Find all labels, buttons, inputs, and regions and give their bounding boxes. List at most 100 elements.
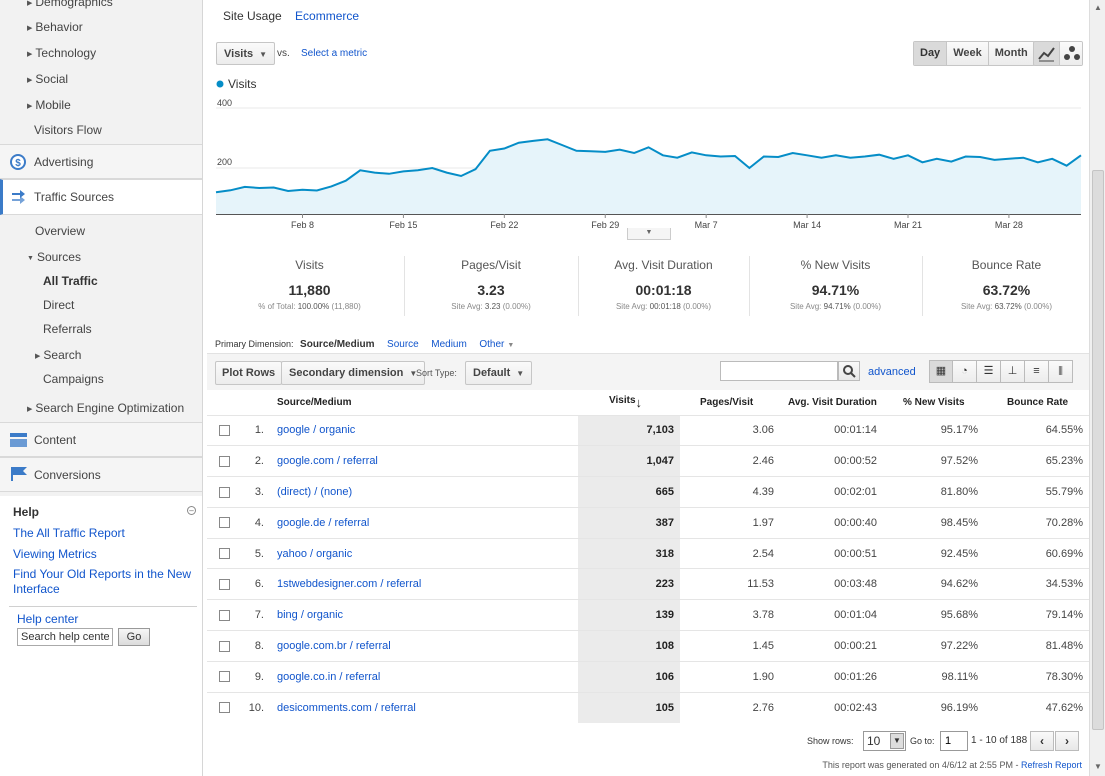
sidebar-item-social[interactable]: ▶ Social: [27, 72, 69, 86]
row-checkbox[interactable]: [219, 548, 230, 560]
source-medium-link[interactable]: bing / organic: [277, 609, 344, 622]
sidebar-item-direct[interactable]: Direct: [43, 298, 75, 312]
sidebar-section-advertising[interactable]: $ Advertising: [0, 144, 202, 179]
y-tick-label: 200: [217, 157, 232, 167]
sidebar-item-seo[interactable]: ▶ Search Engine Optimization: [27, 401, 185, 415]
search-icon[interactable]: [838, 361, 860, 381]
comparison-view-icon[interactable]: ⊥: [1001, 360, 1025, 383]
collapse-icon[interactable]: –: [187, 506, 196, 515]
row-number: 3.: [254, 485, 264, 498]
goto-input[interactable]: [940, 731, 968, 751]
header-bounce-rate[interactable]: Bounce Rate: [1007, 396, 1069, 408]
row-checkbox[interactable]: [219, 517, 230, 529]
performance-view-icon[interactable]: ☰: [977, 360, 1001, 383]
sidebar-item-technology[interactable]: ▶ Technology: [27, 46, 97, 60]
metric-dropdown[interactable]: Visits ▼: [216, 42, 276, 65]
sidebar-section-content[interactable]: Content: [0, 422, 202, 457]
sidebar-item-sources[interactable]: ▼ Sources: [27, 250, 81, 264]
row-checkbox[interactable]: [219, 486, 230, 498]
metric-label: Avg. Visit Duration: [614, 258, 713, 272]
source-medium-link[interactable]: google.de / referral: [277, 516, 370, 529]
sidebar-item-all-traffic[interactable]: All Traffic: [43, 274, 98, 288]
help-center-link[interactable]: Help center: [17, 612, 79, 626]
sidebar-item-referrals[interactable]: Referrals: [43, 322, 92, 336]
sidebar-section-conversions[interactable]: Conversions: [0, 457, 202, 492]
scrollbar[interactable]: ▲ ▼: [1089, 0, 1105, 776]
row-number: 9.: [254, 670, 264, 683]
tab-ecommerce[interactable]: Ecommerce: [295, 9, 360, 23]
bounce-rate-cell: 47.62%: [984, 691, 1089, 723]
secondary-dimension-dropdown[interactable]: Secondary dimension ▼: [281, 361, 426, 385]
header-pages-visit[interactable]: Pages/Visit: [700, 396, 754, 408]
refresh-report-link[interactable]: Refresh Report: [1020, 760, 1082, 770]
row-number: 1.: [254, 424, 264, 437]
row-checkbox[interactable]: [219, 671, 230, 683]
table-view-icon[interactable]: ▦: [929, 360, 953, 383]
source-medium-link[interactable]: google.com.br / referral: [277, 639, 391, 652]
source-medium-link[interactable]: google.co.in / referral: [277, 670, 381, 683]
sidebar-item-campaigns[interactable]: Campaigns: [43, 372, 104, 386]
chart-collapse-icon[interactable]: ▼: [627, 228, 671, 240]
scroll-down-icon[interactable]: ▼: [1094, 762, 1102, 771]
row-checkbox[interactable]: [219, 640, 230, 652]
sort-type-dropdown[interactable]: Default ▼: [465, 361, 533, 385]
source-medium-link[interactable]: desicomments.com / referral: [277, 701, 416, 714]
chevron-down-icon: ▼: [409, 369, 418, 378]
chevron-down-icon: ▼: [890, 733, 904, 749]
prev-page-button[interactable]: ‹: [1030, 731, 1054, 751]
motion-chart-icon[interactable]: [1059, 42, 1082, 65]
sidebar-section-traffic-sources[interactable]: Traffic Sources: [0, 179, 202, 215]
help-link-all-traffic[interactable]: The All Traffic Report: [13, 526, 125, 540]
dimension-source[interactable]: Source: [387, 339, 419, 350]
source-medium-link[interactable]: google.com / referral: [277, 455, 378, 468]
help-link-old-reports[interactable]: Find Your Old Reports in the New Interfa…: [13, 567, 192, 596]
sidebar-item-search[interactable]: ▶ Search: [35, 348, 82, 362]
header-visits[interactable]: Visits ↓: [578, 390, 680, 415]
source-medium-link[interactable]: 1stwebdesigner.com / referral: [277, 578, 422, 591]
pie-view-icon[interactable]: ◔: [953, 360, 977, 383]
select-metric-link[interactable]: Select a metric: [301, 48, 368, 59]
source-medium-link[interactable]: (direct) / (none): [277, 485, 353, 498]
help-search-input[interactable]: [17, 628, 113, 646]
period-day-button[interactable]: Day: [914, 42, 947, 65]
sidebar-item-visitors-flow[interactable]: Visitors Flow: [34, 123, 102, 137]
advanced-link[interactable]: advanced: [868, 366, 916, 378]
table-row: 8. google.com.br / referral 108 1.45 00:00:2…: [207, 630, 1089, 662]
source-medium-link[interactable]: yahoo / organic: [277, 547, 353, 560]
sidebar-item-mobile[interactable]: ▶ Mobile: [27, 98, 71, 112]
pages-visit-cell: 11.53: [680, 568, 780, 600]
dimension-medium[interactable]: Medium: [431, 339, 467, 350]
next-page-button[interactable]: ›: [1055, 731, 1079, 751]
term-cloud-view-icon[interactable]: ≡: [1025, 360, 1049, 383]
pages-visit-cell: 1.97: [680, 506, 780, 539]
period-week-button[interactable]: Week: [946, 42, 988, 65]
source-medium-link[interactable]: google / organic: [277, 424, 356, 437]
tab-site-usage[interactable]: Site Usage: [223, 9, 282, 23]
row-checkbox[interactable]: [219, 424, 230, 436]
scroll-up-icon[interactable]: ▲: [1094, 3, 1102, 12]
row-checkbox[interactable]: [219, 455, 230, 467]
line-chart-icon[interactable]: [1034, 42, 1059, 65]
period-month-button[interactable]: Month: [987, 42, 1034, 65]
visits-series-line: [215, 138, 1082, 194]
sidebar-item-overview[interactable]: Overview: [35, 224, 86, 238]
header-new-visits[interactable]: % New Visits: [903, 396, 965, 408]
pivot-view-icon[interactable]: ⫼: [1049, 360, 1073, 383]
header-avg-visit-duration[interactable]: Avg. Visit Duration: [788, 396, 877, 408]
help-link-viewing-metrics[interactable]: Viewing Metrics: [13, 547, 97, 561]
row-checkbox[interactable]: [219, 578, 230, 590]
dimension-source-medium[interactable]: Source/Medium: [300, 339, 375, 350]
help-go-button[interactable]: Go: [118, 628, 150, 646]
show-rows-select[interactable]: 10 ▼: [863, 731, 906, 751]
dimension-other[interactable]: Other ▼: [479, 339, 515, 350]
row-checkbox[interactable]: [219, 702, 230, 714]
table-header-row: Source/Medium Visits ↓ Pages/Visit Avg. V…: [207, 390, 1089, 415]
sidebar-item-behavior[interactable]: ▶ Behavior: [27, 20, 83, 34]
new-visits-cell: 81.80%: [883, 476, 984, 508]
table-search-input[interactable]: [720, 361, 838, 381]
header-source-medium[interactable]: Source/Medium: [277, 396, 352, 408]
plot-rows-button[interactable]: Plot Rows: [215, 361, 283, 385]
scroll-thumb[interactable]: [1092, 170, 1104, 730]
sidebar-item-demographics[interactable]: ▶ Demographics: [27, 0, 113, 9]
row-checkbox[interactable]: [219, 609, 230, 621]
